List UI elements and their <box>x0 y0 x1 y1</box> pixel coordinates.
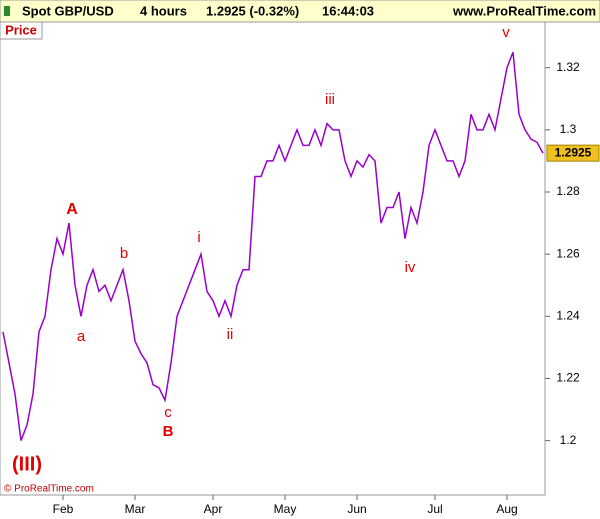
wave-label: b <box>120 245 128 262</box>
wave-label: iv <box>405 259 416 276</box>
wave-label: c <box>164 404 172 421</box>
icon <box>4 6 10 16</box>
wave-label: a <box>77 328 86 345</box>
wave-label: v <box>502 24 510 41</box>
y-tick-label: 1.3 <box>560 122 577 136</box>
panel-label-box <box>0 21 43 40</box>
x-tick-label: Aug <box>496 502 517 516</box>
copyright: © ProRealTime.com <box>4 484 94 495</box>
last-price-box <box>546 144 600 162</box>
panel-label: Price <box>5 22 37 37</box>
wave-label: (III) <box>12 453 42 475</box>
y-tick-label: 1.28 <box>556 184 580 198</box>
period: 4 hours <box>140 3 187 18</box>
wave-label: iii <box>325 91 335 108</box>
site: www.ProRealTime.com <box>452 3 596 18</box>
price-line <box>2 51 544 441</box>
y-tick-label: 1.22 <box>556 371 580 385</box>
wave-label: A <box>66 201 78 218</box>
quote: 1.2925 (-0.32%) <box>206 3 299 18</box>
last-price-label: 1.2925 <box>555 145 592 159</box>
wave-label: B <box>163 423 174 440</box>
x-tick-label: Jun <box>347 502 366 516</box>
wave-label: ii <box>227 326 234 343</box>
y-tick-label: 1.24 <box>556 308 580 322</box>
time: 16:44:03 <box>322 3 374 18</box>
x-tick-label: Jul <box>427 502 442 516</box>
x-tick-label: May <box>274 502 297 516</box>
y-tick-label: 1.26 <box>556 246 580 260</box>
x-tick-label: Apr <box>204 502 223 516</box>
x-tick-label: Mar <box>125 502 146 516</box>
plot-area <box>0 21 546 496</box>
x-tick-label: Feb <box>53 502 74 516</box>
y-tick-label: 1.32 <box>556 60 580 74</box>
wave-label: i <box>197 229 200 246</box>
y-tick-label: 1.2 <box>560 433 577 447</box>
symbol: Spot GBP/USD <box>22 3 114 18</box>
